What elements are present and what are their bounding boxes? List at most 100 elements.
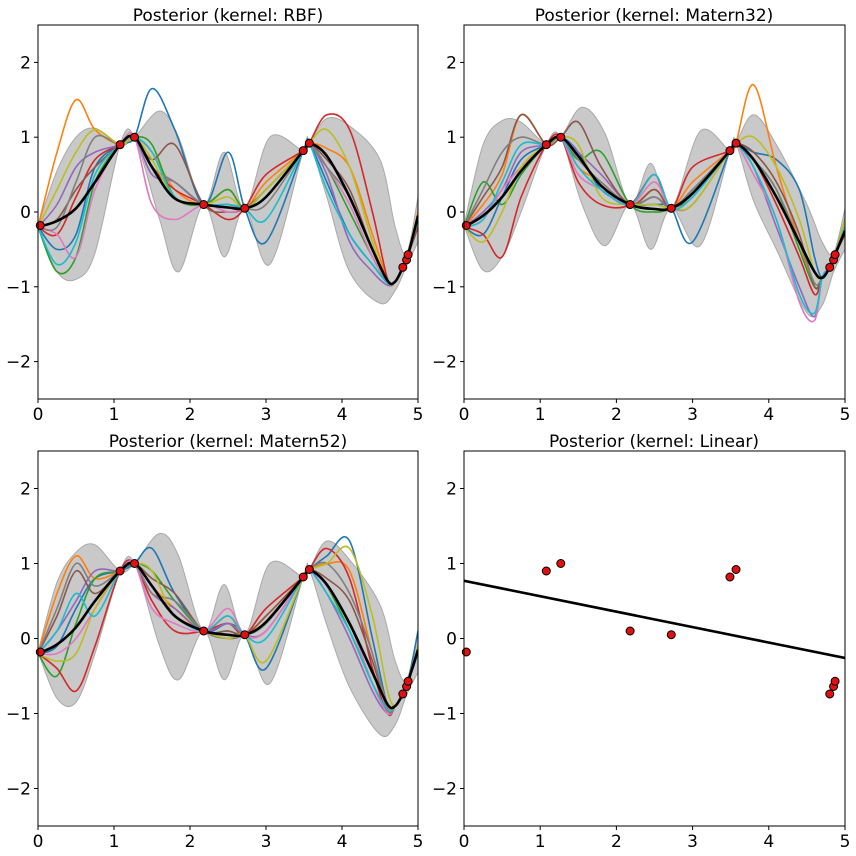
y-tick-label: 0 (446, 630, 457, 650)
observation-point (298, 146, 308, 156)
y-tick-label: 2 (20, 480, 31, 500)
posterior-mean-line (38, 561, 418, 710)
observation-point (830, 676, 840, 686)
subplot-matern32: Posterior (kernel: Matern32) 0 1 2 3 4 5−2−10… (432, 6, 850, 425)
subplot-linear: Posterior (kernel: Linear) 0 1 2 3 4 5 −2 −1 0 1 2 (432, 432, 850, 852)
plot-clip (464, 579, 845, 660)
x-tick-label: 0 (33, 832, 44, 852)
plot-clip (38, 87, 418, 305)
x-tick-label: 2 (611, 405, 622, 425)
y-tick-label: 1 (20, 128, 31, 148)
observation-point (666, 630, 676, 640)
observation-point (825, 262, 835, 272)
subplot-matern52: Posterior (kernel: Matern52) 0 1 2 3 4 5−2−10… (6, 432, 423, 852)
observation-point (403, 676, 413, 686)
x-tick-label: 1 (535, 405, 546, 425)
observation-point (625, 200, 635, 210)
observation-point (298, 572, 308, 582)
observation-point (199, 626, 209, 636)
observation-point (304, 138, 314, 148)
x-tick-label: 2 (185, 405, 196, 425)
observation-point (130, 132, 140, 142)
observation-point (199, 200, 209, 210)
plot-area: 0 1 2 3 4 5 −2 −1 0 1 2 (432, 450, 851, 852)
sample-path (464, 135, 845, 315)
observation-point (825, 689, 835, 699)
y-tick-label: 2 (446, 480, 457, 500)
x-tick-label: 5 (840, 832, 851, 852)
y-tick-label: −1 (6, 705, 31, 725)
y-tick-label: 0 (20, 630, 31, 650)
y-tick-label: −2 (6, 780, 31, 800)
y-tick-label: −1 (432, 278, 457, 298)
posterior-mean-line (38, 134, 418, 286)
observation-point (240, 630, 250, 640)
x-tick-label: 0 (459, 405, 470, 425)
plot-clip (464, 83, 845, 323)
posterior-mean-line (464, 135, 845, 280)
x-tick-label: 1 (109, 405, 120, 425)
axes-frame (463, 450, 846, 827)
observation-point (115, 566, 125, 576)
subplot-rbf: Posterior (kernel: RBF) 0 1 2 3 4 5 −2 −1 0 1 2 (6, 6, 423, 425)
plot-area: 0 1 2 3 4 5 −2 −1 0 1 2 (432, 24, 851, 425)
observation-point (240, 203, 250, 213)
y-tick-label: −2 (6, 353, 31, 373)
x-tick-label: 4 (763, 832, 774, 852)
observation-point (731, 138, 741, 148)
plot-area: 0 1 2 3 4 5 −2 −1 0 1 2 (6, 450, 424, 852)
posterior-mean-line (464, 579, 845, 660)
subplot-title: Posterior (kernel: Matern32) (535, 6, 774, 26)
y-tick-label: −1 (6, 278, 31, 298)
sample-path (38, 561, 418, 712)
x-tick-label: 0 (459, 832, 470, 852)
observation-point (398, 689, 408, 699)
y-tick-label: 1 (20, 555, 31, 575)
x-tick-label: 5 (413, 832, 424, 852)
plot-area: 0 1 2 3 4 5 −2 −1 0 1 2 (6, 24, 423, 425)
x-tick-label: 5 (840, 405, 851, 425)
y-tick-label: −1 (432, 705, 457, 725)
y-tick-label: 2 (20, 53, 31, 73)
y-tick-label: −2 (432, 353, 457, 373)
x-tick-label: 0 (33, 405, 44, 425)
sample-path (464, 136, 845, 279)
x-tick-label: 3 (687, 405, 698, 425)
observation-point (35, 220, 45, 230)
observation-point (731, 565, 741, 574)
observation-point (398, 262, 408, 272)
x-tick-label: 2 (611, 832, 622, 852)
x-tick-label: 3 (261, 405, 272, 425)
plot-clip (38, 532, 418, 738)
observation-point (541, 566, 551, 576)
y-tick-label: 0 (20, 203, 31, 223)
observation-point (556, 559, 566, 568)
subplot-title: Posterior (kernel: Linear) (549, 432, 759, 452)
x-tick-label: 1 (535, 832, 546, 852)
x-tick-label: 3 (687, 832, 698, 852)
x-tick-label: 4 (337, 405, 348, 425)
x-tick-label: 1 (109, 832, 120, 852)
observation-point (666, 203, 676, 213)
observation-point (130, 559, 140, 568)
y-tick-label: −2 (432, 780, 457, 800)
x-tick-label: 2 (185, 832, 196, 852)
observation-point (461, 647, 471, 657)
observation-point (403, 250, 413, 260)
subplot-title: Posterior (kernel: RBF) (133, 6, 324, 26)
y-tick-label: 2 (446, 53, 457, 73)
observation-point (304, 565, 314, 574)
x-tick-label: 4 (763, 405, 774, 425)
sample-path (464, 133, 845, 296)
observation-point (725, 146, 735, 156)
observation-point (115, 140, 125, 150)
x-tick-label: 3 (261, 832, 272, 852)
y-tick-label: 1 (446, 555, 457, 575)
subplot-title: Posterior (kernel: Matern52) (109, 432, 348, 452)
y-tick-label: 0 (446, 203, 457, 223)
y-tick-label: 1 (446, 128, 457, 148)
observation-point (541, 140, 551, 150)
observation-point (830, 250, 840, 260)
observation-point (725, 572, 735, 582)
